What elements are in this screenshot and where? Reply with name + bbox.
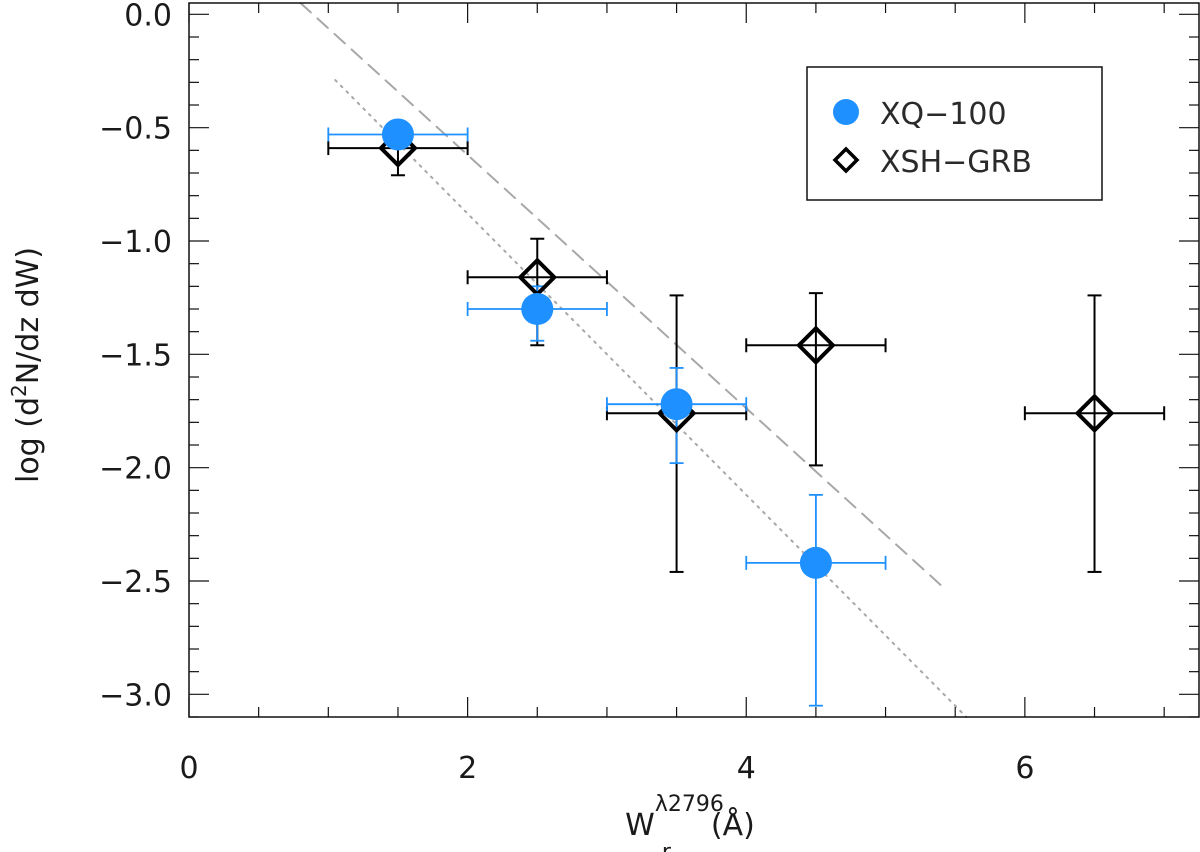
y-tick-labels: 0.0 −0.5 −1.0 −1.5 −2.0 −2.5 −3.0 [99, 0, 172, 713]
legend-xshgrb-label: XSH−GRB [880, 145, 1032, 180]
y-tick-label: −3.0 [99, 678, 172, 713]
y-axis-label-sup: 2 [7, 384, 31, 397]
legend-xq100-label: XQ−100 [880, 97, 1007, 132]
fit-lines [299, 2, 968, 718]
y-tick-label: 0.0 [124, 0, 172, 33]
legend: XQ−100 XSH−GRB [806, 66, 1103, 201]
y-axis-label-suffix: N/dz dW) [11, 247, 46, 384]
x-axis-label-main: W [625, 808, 655, 843]
xq100-point [799, 546, 832, 579]
legend-xshgrb-marker [832, 146, 860, 174]
x-tick-label: 4 [737, 751, 756, 786]
data-markers [378, 118, 1115, 579]
xshgrb-point [1074, 393, 1115, 434]
y-tick-label: −0.5 [99, 112, 172, 147]
x-tick-label: 6 [1015, 751, 1034, 786]
xq100-point [660, 388, 693, 421]
x-axis-label: Wλ2796 r (Å) [625, 792, 755, 852]
legend-xq100-marker [833, 99, 859, 125]
x-axis-label-unit: (Å) [711, 807, 755, 843]
dotted-fit-line [334, 79, 968, 718]
dashed-fit-line [299, 2, 943, 587]
x-tick-label: 2 [458, 751, 477, 786]
error-bars [327, 122, 1166, 707]
x-tick-label: 0 [179, 751, 198, 786]
y-tick-label: −1.5 [99, 338, 172, 373]
xq100-point [381, 118, 414, 151]
axis-ticks [188, 3, 1199, 718]
xq100-point [521, 293, 554, 325]
y-tick-label: −1.0 [99, 225, 172, 260]
plot-frame [188, 2, 1200, 718]
y-axis-label: log (d2N/dz dW) [7, 247, 46, 483]
x-axis-label-sub: r [662, 840, 672, 852]
y-tick-label: −2.0 [99, 452, 172, 487]
y-axis-label-prefix: log (d [11, 397, 46, 483]
x-axis-label-sup: λ2796 [655, 792, 724, 817]
xshgrb-point [796, 325, 836, 366]
x-tick-labels: 0 2 4 6 [179, 751, 1034, 786]
y-tick-label: −2.5 [99, 565, 172, 600]
legend-box [806, 66, 1103, 201]
